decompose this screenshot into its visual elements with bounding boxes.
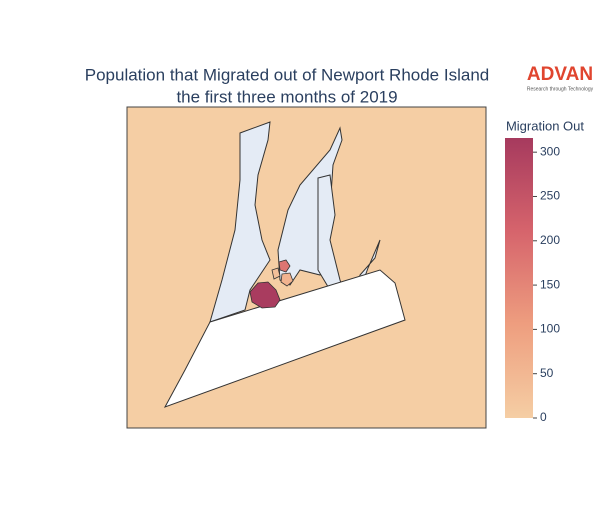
logo: ADVAN: [527, 64, 593, 85]
region: [271, 267, 281, 280]
colorbar-tick-label: 250: [540, 189, 560, 203]
colorbar-tick-label: 100: [540, 322, 560, 336]
colorbar-tick-label: 200: [540, 233, 560, 247]
subtitle: the first three months of 2019: [176, 87, 397, 106]
map-frame: [126, 106, 487, 429]
colorbar-title: Migration Out: [506, 118, 584, 133]
region-outline: [163, 269, 406, 408]
region: [278, 259, 291, 273]
region: [249, 281, 281, 309]
water: [209, 121, 271, 323]
region: [280, 272, 294, 287]
colorbar-tick-label: 150: [540, 277, 560, 291]
colorbar-tick-label: 300: [540, 144, 560, 158]
colorbar: [505, 138, 533, 418]
colorbar-tick-label: 0: [540, 410, 547, 424]
map: [127, 107, 486, 428]
colorbar-tick-label: 50: [540, 366, 554, 380]
title: Population that Migrated out of Newport …: [85, 65, 489, 84]
logo-tagline: Research through Technology: [527, 86, 594, 92]
